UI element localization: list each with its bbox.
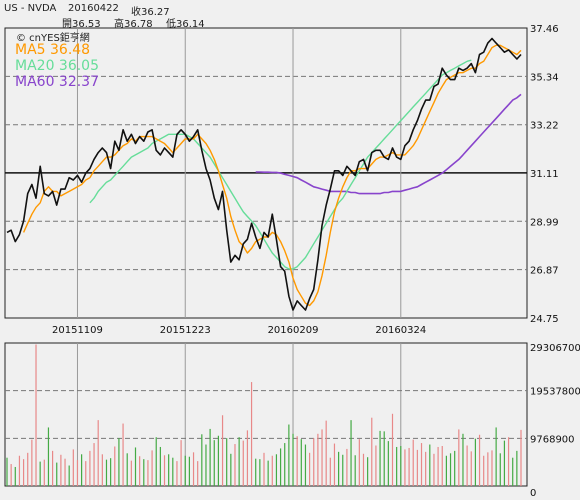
price-y-tick-label: 35.34 (530, 72, 559, 83)
source-label: © cnYES鉅亨網 (16, 33, 90, 44)
x-tick-label: 20160324 (375, 325, 426, 336)
header-open: 開36.53 (62, 19, 101, 30)
series-line-ma60 (255, 93, 522, 195)
x-tick-label: 20151223 (160, 325, 211, 336)
header-close: 收36.27 (131, 7, 170, 18)
header-symbol: US - NVDA (4, 3, 57, 14)
price-y-tick-label: 24.75 (530, 314, 559, 325)
legend-ma20: MA20 36.05 (15, 58, 99, 74)
header-high: 高36.78 (114, 19, 153, 30)
volume-panel-frame (4, 342, 528, 487)
legend-ma5: MA5 36.48 (15, 42, 91, 58)
price-y-tick-label: 31.11 (530, 169, 559, 180)
series-line-ma20 (89, 59, 472, 270)
x-tick-label: 20160209 (268, 325, 319, 336)
header-date: 20160422 (68, 3, 119, 14)
volume-y-tick-label: 29306700 (530, 343, 580, 354)
price-y-tick-label: 28.99 (530, 217, 559, 228)
legend-ma60: MA60 32.37 (15, 74, 99, 90)
series-line-price (6, 37, 522, 311)
volume-y-tick-label: 9768900 (530, 434, 575, 445)
price-y-tick-label: 26.87 (530, 266, 559, 277)
series-line-ma5 (22, 44, 522, 307)
volume-y-tick-label: 0 (530, 488, 536, 499)
price-y-tick-label: 37.46 (530, 24, 559, 35)
header-low: 低36.14 (166, 19, 205, 30)
x-tick-label: 20151109 (52, 325, 103, 336)
price-y-tick-label: 33.22 (530, 121, 559, 132)
volume-y-tick-label: 19537800 (530, 387, 580, 398)
